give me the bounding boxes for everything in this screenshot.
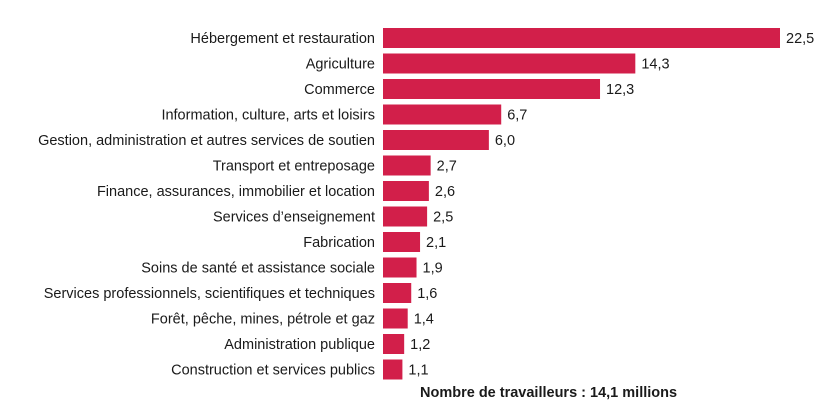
bar-row-12	[383, 308, 408, 329]
value-label-row-11: 1,6	[417, 286, 437, 302]
value-label-row-13: 1,2	[410, 337, 430, 353]
bar-row-11	[383, 283, 412, 303]
value-label-row-4: 6,7	[507, 108, 527, 124]
bar-row-6	[383, 155, 431, 176]
value-label-row-2: 14,3	[641, 57, 669, 73]
bar-row-13	[383, 334, 405, 354]
bar-row-5	[383, 130, 489, 150]
bar-row-2	[383, 53, 636, 74]
value-label-row-10: 1,9	[423, 261, 443, 277]
category-label-row-14: Construction et services publics	[171, 363, 375, 379]
bar-row-7	[383, 181, 429, 201]
category-label-row-2: Agriculture	[306, 57, 375, 73]
category-label-row-10: Soins de santé et assistance sociale	[141, 261, 375, 277]
category-label-row-3: Commerce	[304, 82, 375, 98]
bar-row-14	[383, 359, 403, 380]
value-label-row-3: 12,3	[606, 82, 634, 98]
workers-total-note: Nombre de travailleurs : 14,1 millions	[420, 385, 678, 401]
value-label-row-1: 22,5	[786, 31, 814, 47]
category-label-row-5: Gestion, administration et autres servic…	[38, 133, 375, 149]
bar-row-3	[383, 79, 601, 99]
category-label-row-13: Administration publique	[224, 337, 375, 353]
category-label-row-8: Services d’enseignement	[213, 210, 375, 226]
value-label-row-12: 1,4	[414, 312, 434, 328]
value-label-row-14: 1,1	[408, 363, 428, 379]
value-label-row-7: 2,6	[435, 184, 455, 200]
category-label-row-6: Transport et entreposage	[213, 159, 375, 175]
bar-row-1	[383, 28, 780, 48]
value-label-row-5: 6,0	[495, 133, 515, 149]
bar-row-8	[383, 206, 428, 227]
category-label-row-7: Finance, assurances, immobilier et locat…	[97, 184, 375, 200]
value-label-row-6: 2,7	[437, 159, 457, 175]
category-label-row-12: Forêt, pêche, mines, pétrole et gaz	[151, 312, 375, 328]
value-label-row-8: 2,5	[433, 210, 453, 226]
category-label-row-4: Information, culture, arts et loisirs	[161, 108, 375, 124]
category-label-row-9: Fabrication	[303, 235, 375, 251]
bar-row-9	[383, 232, 421, 252]
bar-row-4	[383, 104, 502, 125]
category-label-row-11: Services professionnels, scientifiques e…	[44, 286, 375, 302]
value-label-row-9: 2,1	[426, 235, 446, 251]
category-label-row-1: Hébergement et restauration	[190, 31, 375, 47]
bar-row-10	[383, 257, 417, 278]
